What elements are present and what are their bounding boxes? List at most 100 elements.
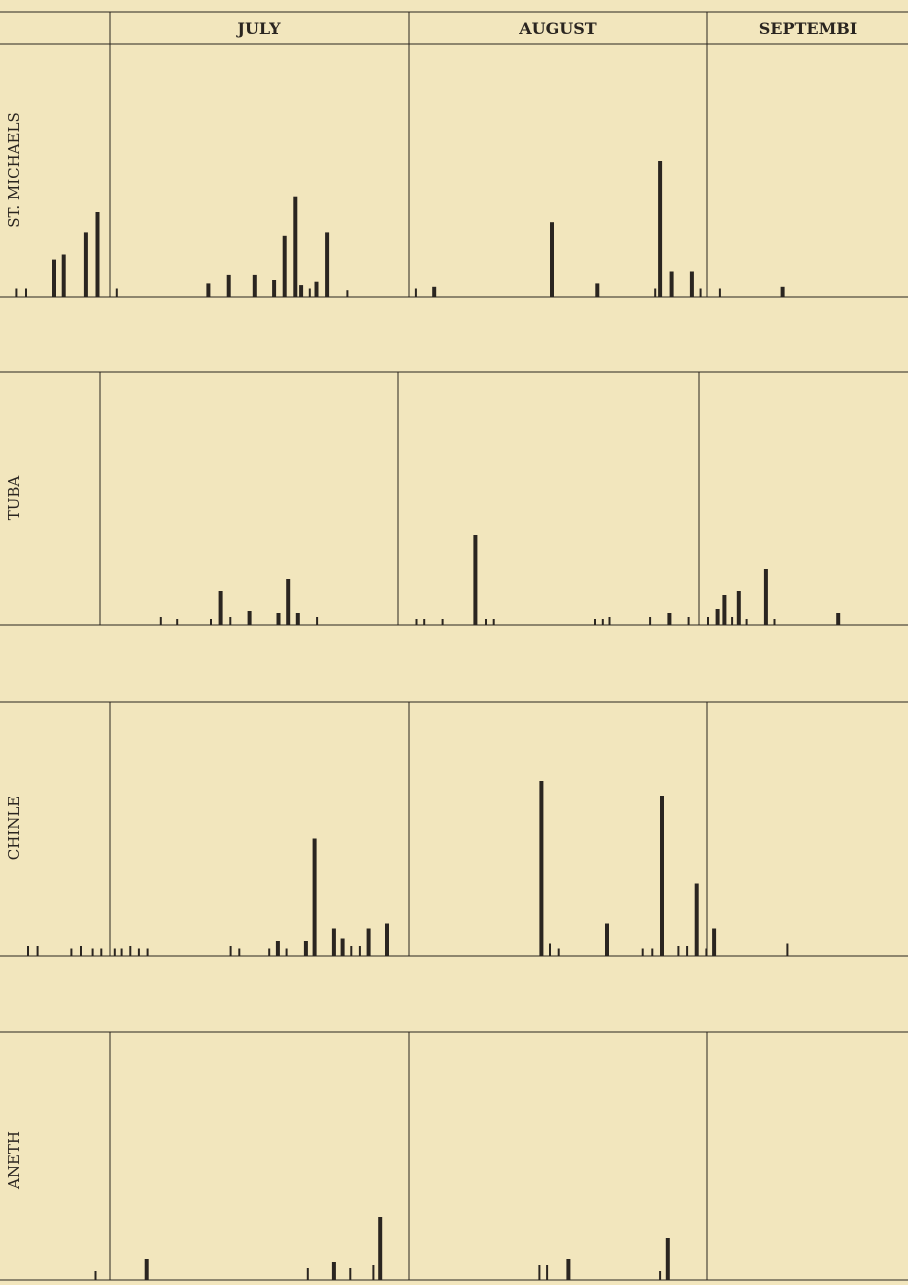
bar-chinle-3 [80, 946, 82, 956]
bar-tuba-13 [473, 535, 478, 625]
bar-chinle-18 [331, 928, 336, 956]
bar-chinle-7 [120, 948, 123, 956]
bar-chinle-36 [786, 943, 789, 956]
bar-aneth-11 [665, 1238, 670, 1280]
bar-chinle-17 [312, 838, 317, 956]
bar-tuba-19 [649, 617, 652, 625]
station-label-st-michaels: ST. MICHAELS [5, 112, 23, 227]
bar-tuba-6 [276, 613, 281, 625]
bar-aneth-7 [538, 1265, 541, 1280]
rainfall-bars [15, 161, 841, 1280]
bar-tuba-9 [316, 617, 319, 625]
bar-tuba-24 [722, 595, 727, 625]
bar-tuba-28 [763, 569, 768, 625]
bar-st-michaels-8 [226, 274, 231, 297]
bar-st-michaels-19 [432, 286, 437, 297]
bar-tuba-0 [159, 617, 162, 625]
bar-st-michaels-2 [52, 259, 56, 297]
bar-chinle-14 [275, 941, 280, 956]
bar-st-michaels-14 [308, 288, 311, 297]
bar-st-michaels-10 [272, 280, 277, 297]
bar-st-michaels-23 [658, 161, 663, 297]
bar-st-michaels-24 [669, 271, 674, 297]
month-label-august: AUGUST [518, 19, 597, 38]
bar-chinle-8 [129, 946, 132, 956]
bar-chinle-27 [605, 923, 609, 956]
bar-chinle-33 [694, 883, 699, 956]
bar-chinle-28 [641, 948, 644, 956]
bar-aneth-10 [659, 1271, 662, 1280]
bar-st-michaels-6 [115, 288, 118, 297]
bar-aneth-0 [94, 1271, 97, 1280]
bar-chinle-0 [27, 946, 29, 956]
station-labels: ST. MICHAELS TUBA CHINLE ANETH [5, 112, 23, 1190]
bar-tuba-12 [441, 619, 444, 625]
bar-st-michaels-13 [299, 285, 304, 297]
bar-aneth-9 [566, 1259, 571, 1280]
bar-tuba-27 [745, 619, 748, 625]
bar-aneth-2 [306, 1268, 309, 1280]
bar-tuba-29 [773, 619, 776, 625]
bar-tuba-20 [667, 613, 672, 625]
chart-grid [0, 11, 908, 1281]
bar-aneth-3 [331, 1262, 336, 1280]
bar-st-michaels-15 [314, 281, 319, 297]
station-label-chinle: CHINLE [5, 796, 23, 861]
bar-chinle-23 [385, 923, 389, 956]
bar-chinle-26 [557, 948, 560, 956]
bar-st-michaels-26 [699, 288, 702, 297]
bar-aneth-6 [378, 1217, 383, 1280]
bar-tuba-14 [485, 619, 487, 625]
bar-tuba-30 [836, 613, 841, 625]
bar-chinle-20 [350, 946, 353, 956]
bar-st-michaels-18 [414, 288, 417, 297]
bar-tuba-21 [687, 617, 690, 625]
bar-st-michaels-12 [293, 196, 298, 297]
bar-tuba-15 [492, 619, 495, 625]
bar-st-michaels-0 [15, 288, 18, 297]
bar-chinle-25 [549, 943, 551, 956]
bar-tuba-16 [594, 619, 596, 625]
bar-aneth-5 [372, 1265, 375, 1280]
bar-st-michaels-27 [718, 288, 721, 297]
bar-chinle-24 [539, 781, 544, 956]
bar-st-michaels-1 [25, 288, 27, 297]
bar-chinle-15 [285, 948, 288, 956]
bar-tuba-5 [247, 611, 252, 625]
bar-chinle-11 [229, 946, 232, 956]
bar-tuba-11 [423, 619, 426, 625]
bar-chinle-12 [238, 948, 241, 956]
bar-st-michaels-21 [595, 283, 600, 297]
bar-chinle-29 [651, 948, 654, 956]
bar-st-michaels-22 [654, 288, 657, 297]
bar-st-michaels-17 [346, 290, 349, 297]
bar-chinle-13 [268, 948, 271, 956]
bar-chinle-31 [677, 946, 680, 956]
bar-chinle-6 [113, 948, 116, 956]
bar-chinle-2 [70, 948, 73, 956]
bar-tuba-26 [736, 591, 741, 625]
bar-aneth-4 [349, 1268, 352, 1280]
bar-st-michaels-7 [206, 283, 211, 297]
bar-tuba-25 [731, 617, 734, 625]
bar-chinle-5 [100, 948, 103, 956]
bar-chinle-34 [705, 948, 708, 956]
bar-chinle-1 [36, 946, 39, 956]
bar-tuba-17 [601, 619, 604, 625]
bar-tuba-7 [286, 579, 291, 625]
bar-tuba-2 [210, 619, 212, 625]
station-label-aneth: ANETH [5, 1131, 23, 1190]
bar-tuba-18 [608, 617, 611, 625]
bar-chinle-19 [340, 938, 345, 956]
bar-st-michaels-28 [780, 286, 785, 297]
bar-chinle-22 [366, 928, 371, 956]
bar-tuba-3 [218, 591, 223, 625]
bar-chinle-30 [660, 796, 664, 956]
month-label-july: JULY [235, 19, 281, 38]
bar-st-michaels-20 [550, 222, 554, 297]
bar-chinle-4 [91, 948, 94, 956]
bar-tuba-23 [715, 609, 720, 625]
bar-st-michaels-25 [689, 271, 694, 297]
station-label-tuba: TUBA [5, 476, 23, 521]
